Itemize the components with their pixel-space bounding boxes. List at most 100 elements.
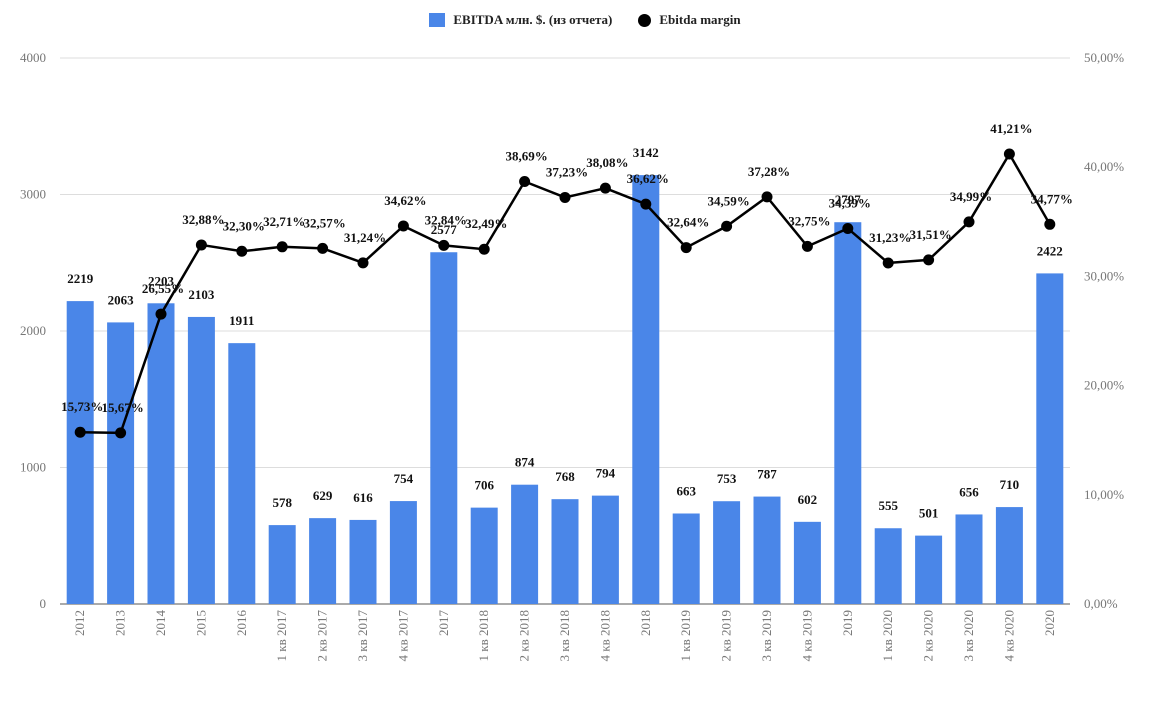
x-tick-label: 4 кв 2017 (395, 610, 410, 662)
bar-value-label: 2797 (835, 192, 862, 207)
margin-point (882, 257, 894, 269)
bar (511, 484, 539, 604)
bar (107, 322, 135, 604)
margin-value-label: 31,51% (909, 227, 951, 242)
y-right-tick-label: 50,00% (1084, 50, 1124, 65)
x-tick-label: 3 кв 2017 (355, 610, 370, 662)
bar (995, 507, 1023, 604)
bar (309, 518, 337, 604)
margin-value-label: 36,62% (627, 171, 669, 186)
margin-value-label: 32,75% (788, 213, 830, 228)
margin-value-label: 32,71% (263, 214, 305, 229)
bar-value-label: 629 (313, 488, 333, 503)
margin-value-label: 15,73% (61, 399, 103, 414)
margin-value-label: 32,88% (182, 212, 224, 227)
margin-value-label: 32,57% (303, 215, 345, 230)
x-tick-label: 4 кв 2020 (1001, 610, 1016, 661)
x-tick-label: 2 кв 2018 (517, 610, 532, 661)
x-tick-label: 1 кв 2020 (880, 610, 895, 661)
bar (187, 316, 215, 604)
bar (713, 501, 741, 604)
bar-value-label: 874 (515, 455, 535, 470)
bar (753, 496, 781, 604)
bar (591, 495, 619, 604)
margin-value-label: 34,39% (829, 195, 871, 210)
x-tick-label: 3 кв 2020 (961, 610, 976, 661)
x-tick-label: 2017 (436, 610, 451, 637)
bar-value-label: 2203 (148, 273, 175, 288)
bar-value-label: 616 (353, 490, 373, 505)
bar (955, 514, 983, 604)
legend-bar-swatch (429, 13, 446, 27)
bar-value-label: 656 (959, 484, 979, 499)
x-tick-label: 2012 (72, 610, 87, 636)
margin-point (519, 176, 531, 188)
legend-item-margin[interactable]: Ebitda margin (638, 12, 741, 28)
bar (147, 303, 175, 604)
x-tick-label: 4 кв 2019 (799, 610, 814, 661)
margin-value-label: 31,23% (869, 230, 911, 245)
x-tick-label: 2018 (638, 610, 653, 636)
margin-value-label: 41,21% (990, 121, 1032, 136)
x-tick-label: 3 кв 2018 (557, 610, 572, 661)
margin-point (236, 245, 248, 257)
margin-point (195, 239, 207, 251)
bar (430, 252, 458, 604)
bar-value-label: 663 (676, 484, 696, 499)
margin-point (842, 222, 854, 234)
bar (551, 499, 579, 604)
x-tick-label: 3 кв 2019 (759, 610, 774, 661)
legend-item-ebitda[interactable]: EBITDA млн. $. (из отчета) (429, 12, 612, 28)
margin-point (155, 308, 167, 320)
margin-point (923, 254, 935, 266)
y-left-tick-label: 2000 (20, 323, 46, 338)
bar (632, 175, 660, 604)
bar-value-label: 2422 (1037, 243, 1063, 258)
y-left-tick-label: 3000 (20, 187, 46, 202)
margin-value-label: 37,23% (546, 164, 588, 179)
margin-value-label: 37,28% (748, 164, 790, 179)
margin-value-label: 34,77% (1031, 191, 1073, 206)
bar-value-label: 753 (717, 471, 737, 486)
x-tick-label: 2 кв 2020 (921, 610, 936, 661)
bar (228, 343, 256, 604)
bar-value-label: 710 (1000, 477, 1020, 492)
bar-value-label: 1911 (229, 313, 254, 328)
x-tick-label: 2016 (234, 610, 249, 637)
margin-point (357, 257, 369, 269)
bar-value-label: 578 (272, 495, 292, 510)
margin-point (115, 427, 127, 439)
legend-dot-swatch (638, 13, 652, 27)
bar (834, 222, 862, 604)
margin-point (680, 242, 692, 254)
y-right-tick-label: 0,00% (1084, 596, 1118, 611)
margin-value-label: 34,62% (384, 193, 426, 208)
x-tick-label: 2020 (1042, 610, 1057, 636)
bar-value-label: 501 (919, 506, 939, 521)
bar (793, 521, 821, 604)
x-tick-label: 2 кв 2017 (315, 610, 330, 662)
bar-value-label: 3142 (633, 145, 659, 160)
margin-point (317, 242, 329, 254)
chart-legend: EBITDA млн. $. (из отчета) Ebitda margin (0, 10, 1170, 30)
bar (268, 525, 296, 604)
bar (915, 535, 943, 604)
margin-value-label: 15,67% (101, 400, 143, 415)
bar-value-label: 768 (555, 469, 575, 484)
bar (1036, 273, 1064, 604)
margin-point (761, 191, 773, 203)
bar-value-label: 754 (394, 471, 414, 486)
x-tick-label: 4 кв 2018 (597, 610, 612, 661)
margin-point (1003, 148, 1015, 160)
y-right-tick-label: 40,00% (1084, 159, 1124, 174)
margin-value-label: 32,84% (425, 212, 467, 227)
margin-point (640, 198, 652, 210)
margin-value-label: 34,99% (950, 189, 992, 204)
margin-value-label: 38,69% (505, 149, 547, 164)
bar-value-label: 787 (757, 467, 777, 482)
bar (874, 528, 902, 604)
margin-value-label: 32,64% (667, 215, 709, 230)
x-tick-label: 2019 (840, 610, 855, 636)
margin-value-label: 26,55% (142, 281, 184, 296)
